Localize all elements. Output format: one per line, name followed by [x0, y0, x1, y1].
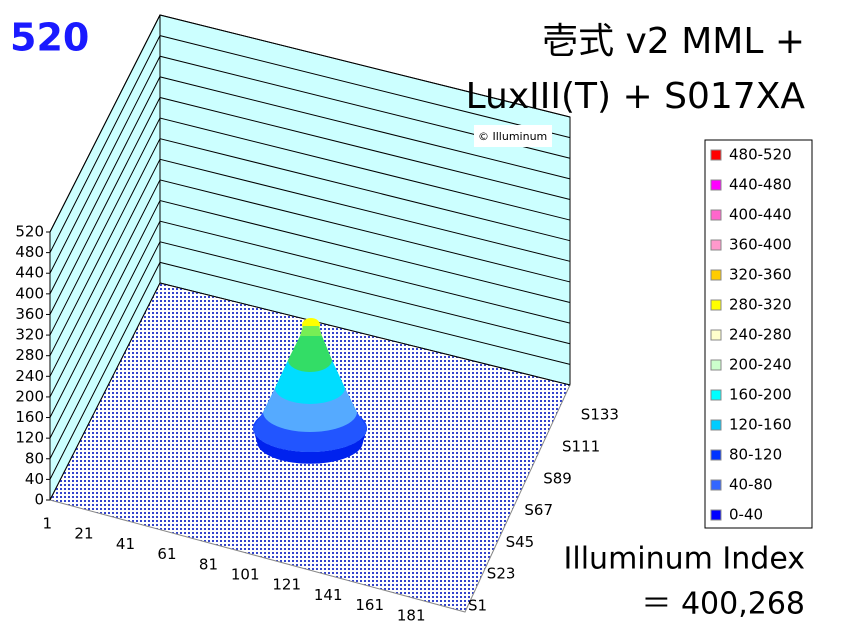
x-tick-label: 121 — [272, 576, 301, 594]
x-tick-label: 61 — [157, 545, 176, 563]
z-tick-label: 80 — [25, 449, 44, 467]
y-tick-label: S133 — [581, 406, 619, 424]
z-tick-label: 400 — [15, 284, 44, 302]
legend-label: 480-520 — [729, 146, 792, 164]
grid-line — [49, 261, 571, 480]
legend-swatch — [710, 329, 722, 341]
grid-line — [49, 117, 571, 336]
legend-label: 440-480 — [729, 176, 792, 194]
grid-line — [49, 35, 571, 253]
z-tick-label: 520 — [15, 223, 44, 241]
legend-swatch — [710, 299, 722, 311]
x-tick-label: 141 — [314, 586, 343, 604]
legend-label: 320-360 — [729, 266, 792, 284]
legend-label: 240-280 — [729, 326, 792, 344]
legend-swatch — [710, 449, 722, 461]
chart-title: LuxIII(T) + S017XA — [466, 76, 806, 117]
grid-line — [49, 14, 571, 233]
x-tick-label: 161 — [355, 596, 384, 614]
z-tick-label: 120 — [15, 429, 44, 447]
watermark: © Illuminum — [478, 130, 547, 143]
legend-swatch — [710, 149, 722, 161]
y-tick-label: S89 — [543, 469, 572, 487]
grid-line — [49, 199, 571, 418]
legend-label: 280-320 — [729, 296, 792, 314]
z-tick-label: 40 — [25, 470, 44, 488]
x-tick-label: 81 — [199, 555, 218, 573]
x-tick-label: 21 — [74, 525, 93, 543]
legend-swatch — [710, 179, 722, 191]
legend-swatch — [710, 359, 722, 371]
legend-swatch — [710, 239, 722, 251]
z-tick-label: 360 — [15, 305, 44, 323]
y-tick-label: S23 — [487, 565, 516, 583]
legend-swatch — [710, 479, 722, 491]
legend-swatch — [710, 389, 722, 401]
y-tick-label: S67 — [524, 501, 553, 519]
annotation: Illuminum Index — [564, 542, 805, 577]
z-tick-label: 440 — [15, 264, 44, 282]
grid-line — [49, 76, 571, 295]
grid-line — [49, 158, 571, 377]
legend-swatch — [710, 419, 722, 431]
legend-label: 160-200 — [729, 386, 792, 404]
x-tick-label: 41 — [116, 535, 135, 553]
grid-line — [49, 282, 571, 501]
z-tick-label: 160 — [15, 408, 44, 426]
x-tick-label: 181 — [397, 606, 426, 624]
z-tick-label: 320 — [15, 326, 44, 344]
legend-swatch — [710, 209, 722, 221]
badge: 520 — [10, 16, 89, 60]
grid-line — [49, 179, 571, 398]
legend-label: 200-240 — [729, 356, 792, 374]
grid-line — [49, 220, 571, 439]
z-tick-label: 0 — [34, 491, 44, 509]
legend-swatch — [710, 509, 722, 521]
surface-peak — [253, 318, 367, 464]
legend-label: 80-120 — [729, 446, 782, 464]
y-tick-label: S111 — [562, 438, 600, 456]
z-tick-label: 200 — [15, 387, 44, 405]
y-tick-label: S1 — [468, 597, 487, 615]
chart-title: 壱式 v2 MML + — [542, 21, 805, 62]
legend-label: 120-160 — [729, 416, 792, 434]
legend-label: 360-400 — [729, 236, 792, 254]
x-tick-label: 101 — [231, 566, 260, 584]
grid-line — [49, 55, 571, 274]
x-tick-label: 1 — [42, 515, 52, 533]
grid-line — [49, 96, 571, 315]
legend-label: 0-40 — [729, 506, 763, 524]
grid-line — [49, 138, 571, 356]
legend-label: 400-440 — [729, 206, 792, 224]
y-tick-label: S45 — [506, 533, 535, 551]
grid-line — [49, 241, 571, 459]
z-tick-label: 240 — [15, 367, 44, 385]
watermark-box — [474, 125, 552, 147]
legend-box — [704, 139, 813, 529]
legend-label: 40-80 — [729, 476, 773, 494]
z-tick-label: 480 — [15, 243, 44, 261]
legend-swatch — [710, 269, 722, 281]
annotation: ＝ 400,268 — [641, 587, 805, 622]
z-tick-label: 280 — [15, 346, 44, 364]
